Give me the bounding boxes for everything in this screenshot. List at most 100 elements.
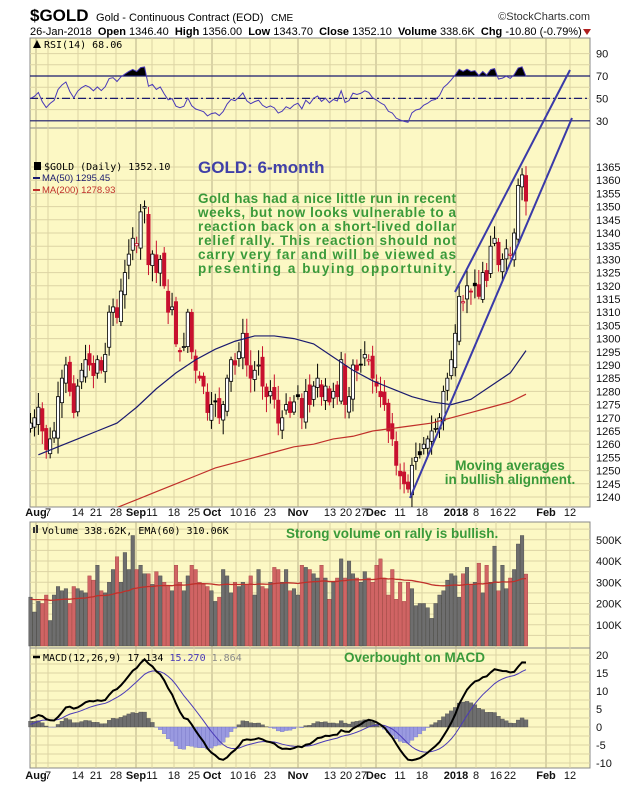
volume-bar bbox=[394, 599, 399, 647]
price-tick-label: 1310 bbox=[596, 307, 620, 319]
candle bbox=[67, 355, 72, 397]
candle bbox=[181, 332, 186, 352]
volume-bar bbox=[115, 556, 120, 647]
low-value: 1343.70 bbox=[273, 26, 313, 38]
volume-bar bbox=[75, 588, 80, 647]
macd-histogram-bar bbox=[339, 720, 344, 728]
x-tick-label: 27 bbox=[355, 770, 367, 782]
macd-histogram-bar bbox=[181, 726, 187, 750]
volume-bar bbox=[185, 575, 190, 647]
macd-histogram-bar bbox=[71, 722, 76, 728]
candle bbox=[390, 413, 395, 446]
volume-bar bbox=[303, 567, 308, 647]
ma200-legend: MA(200) 1278.93 bbox=[42, 185, 115, 196]
macd-histogram-bar bbox=[158, 726, 163, 730]
price-tick-label: 1290 bbox=[596, 360, 620, 372]
candle bbox=[496, 238, 501, 272]
macd-histogram-bar bbox=[44, 725, 49, 728]
volume-bar bbox=[437, 594, 442, 647]
x-tick-label: 11 bbox=[146, 507, 157, 519]
volume-bar bbox=[44, 594, 49, 647]
x-tick-label: 8 bbox=[473, 507, 479, 519]
volume-bar bbox=[87, 575, 92, 647]
volume-bar bbox=[240, 582, 245, 647]
macd-histogram-bar bbox=[319, 722, 324, 728]
ma50-line bbox=[38, 335, 527, 456]
x-tick-label: Feb bbox=[536, 507, 556, 519]
x-tick-label: 10 bbox=[230, 507, 242, 519]
macd-histogram-bar bbox=[429, 724, 434, 728]
candle bbox=[268, 380, 273, 404]
volume-bar bbox=[323, 577, 328, 647]
candle bbox=[146, 207, 151, 276]
x-tick-label: 16 bbox=[244, 507, 256, 519]
price-tick-label: 1335 bbox=[596, 241, 620, 253]
candle bbox=[48, 427, 53, 459]
candle bbox=[44, 424, 49, 459]
candle bbox=[350, 359, 355, 412]
candle-legend-icon bbox=[34, 162, 41, 170]
quote-line: 26-Jan-2018 Open 1346.40 High 1356.00 Lo… bbox=[30, 26, 582, 38]
volume-bar bbox=[453, 575, 458, 647]
candle bbox=[244, 318, 249, 377]
volume-bar bbox=[83, 592, 88, 647]
volume-bar bbox=[472, 582, 477, 647]
volume-bar bbox=[71, 586, 76, 647]
macd-histogram-bar bbox=[523, 719, 529, 728]
macd-histogram-bar bbox=[327, 722, 332, 728]
volume-bar bbox=[449, 573, 454, 647]
macd-value: 17.134 bbox=[127, 653, 163, 664]
x-tick-label: 10 bbox=[230, 770, 242, 782]
macd-histogram-bar bbox=[91, 722, 96, 728]
volume-bar bbox=[166, 586, 171, 647]
volume-bar bbox=[425, 607, 430, 647]
volume-bar bbox=[484, 565, 489, 647]
candle bbox=[264, 383, 269, 413]
candle bbox=[284, 393, 289, 415]
volume-bar bbox=[358, 582, 363, 647]
down-triangle-icon bbox=[583, 29, 591, 35]
volume-tick-label: 400K bbox=[596, 556, 622, 568]
rsi-legend-icon bbox=[33, 40, 41, 48]
volume-note: Strong volume on rally is bullish. bbox=[286, 526, 498, 541]
macd-histogram-bar bbox=[350, 721, 356, 728]
volume-bar bbox=[236, 586, 241, 647]
source-credit[interactable]: ©StockCharts.com bbox=[498, 11, 590, 23]
macd-histogram-bar bbox=[185, 726, 190, 746]
candle bbox=[307, 374, 312, 413]
volume-bar bbox=[79, 590, 84, 647]
volume-bar bbox=[406, 582, 411, 647]
annotation-line: relief rally. This reaction should not bbox=[198, 233, 457, 248]
chg-label: Chg bbox=[481, 26, 502, 38]
annotation-line: carry very far and will be viewed as bbox=[198, 247, 456, 262]
chg-value: -10.80 (-0.79%) bbox=[505, 26, 581, 38]
volume-value: 338.6K bbox=[440, 26, 476, 38]
macd-histogram-bar bbox=[99, 723, 104, 728]
candle bbox=[272, 374, 277, 409]
candle bbox=[150, 250, 155, 282]
macd-histogram-bar bbox=[519, 717, 525, 728]
macd-histogram-bar bbox=[287, 726, 293, 731]
macd-histogram-bar bbox=[55, 724, 61, 728]
x-tick-label: 18 bbox=[168, 770, 180, 782]
volume-bar bbox=[154, 571, 159, 647]
candle bbox=[354, 359, 359, 382]
x-tick-label: Dec bbox=[366, 770, 386, 782]
candle bbox=[79, 362, 84, 390]
macd-tick-label: -10 bbox=[596, 758, 612, 770]
upper-channel-line bbox=[454, 69, 571, 293]
macd-histogram-bar bbox=[472, 704, 478, 728]
candle bbox=[59, 369, 64, 418]
volume-bar bbox=[52, 594, 57, 647]
x-tick-label: 13 bbox=[324, 770, 336, 782]
candle bbox=[83, 344, 88, 383]
candle bbox=[347, 386, 352, 419]
volume-bar bbox=[288, 590, 293, 647]
x-tick-label: Nov bbox=[288, 770, 310, 782]
x-tick-label: Aug bbox=[25, 507, 46, 519]
volume-bar bbox=[295, 594, 300, 647]
candle bbox=[421, 437, 426, 455]
candle bbox=[56, 381, 61, 454]
candle bbox=[520, 168, 525, 201]
volume-bar bbox=[67, 603, 72, 647]
